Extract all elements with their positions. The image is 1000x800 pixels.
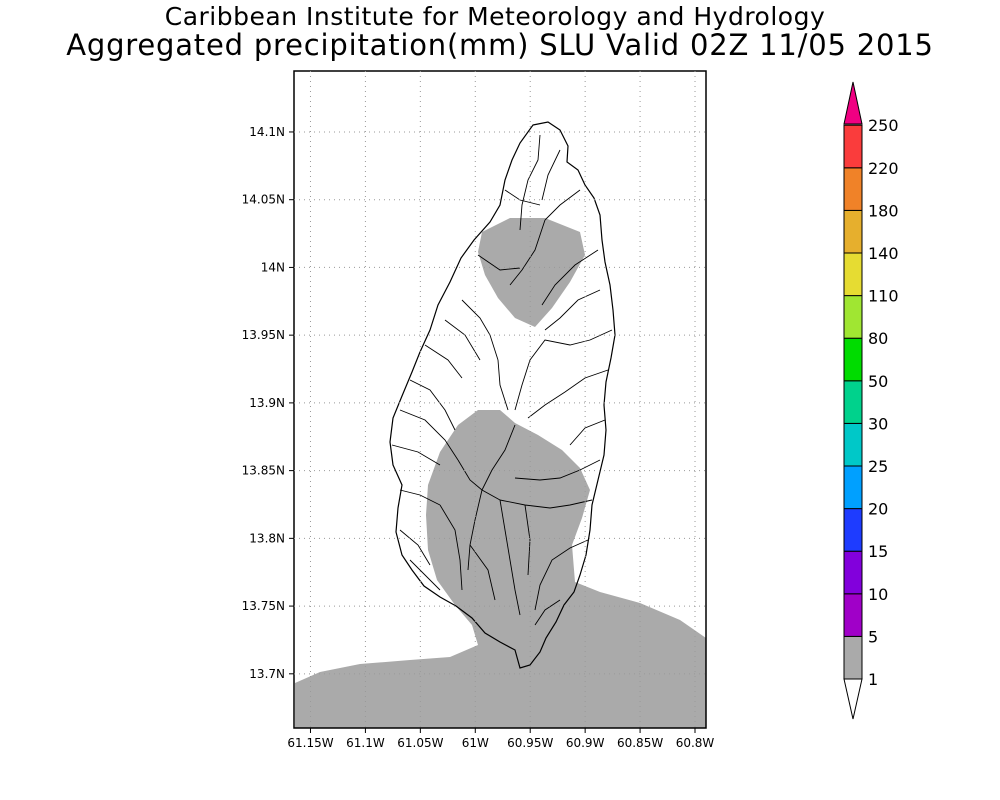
colorbar-label: 15: [868, 542, 888, 561]
axis-ticks: 61.15W 61.1W 61.05W 61W 60.95W 60.9W 60.85W 60.…: [242, 125, 715, 750]
colorbar-segment: [843, 635, 863, 680]
y-tick-label: 13.7N: [249, 667, 285, 681]
colorbar-label: 110: [868, 287, 899, 306]
colorbar-segment: [843, 209, 863, 254]
x-tick-label: 60.8W: [676, 736, 715, 750]
title-product: Aggregated precipitation(mm) SLU Valid 0…: [66, 28, 934, 62]
colorbar-segment: [843, 167, 863, 211]
island-outline: [389, 121, 616, 669]
x-tick-label: 60.9W: [566, 736, 605, 750]
precip-area-south: [295, 410, 706, 728]
y-tick-label: 14.1N: [249, 125, 285, 139]
colorbar-label: 30: [868, 414, 888, 433]
colorbar-label: 10: [868, 585, 888, 604]
x-tick-label: 61.1W: [346, 736, 385, 750]
colorbar-label: 140: [868, 244, 899, 263]
colorbar-lower-triangle: [843, 678, 863, 720]
colorbar-label: 250: [868, 116, 899, 135]
x-tick-label: 61.15W: [287, 736, 333, 750]
colorbar-segment: [843, 508, 863, 552]
colorbar-segment: [843, 380, 863, 424]
y-tick-label: 13.9N: [249, 396, 285, 410]
colorbar-segment: [843, 295, 863, 339]
colorbar-label: 180: [868, 201, 899, 220]
precipitation-shading: [295, 218, 706, 728]
colorbar-label: 5: [868, 627, 878, 646]
precip-area-north: [478, 218, 585, 327]
y-tick-label: 13.8N: [249, 531, 285, 545]
x-tick-label: 60.95W: [507, 736, 553, 750]
map-frame: [293, 70, 707, 729]
colorbar-segment: [843, 465, 863, 510]
x-tick-label: 61W: [462, 736, 489, 750]
colorbar-label: 220: [868, 159, 899, 178]
y-tick-label: 14.05N: [242, 193, 285, 207]
y-tick-label: 14N: [261, 260, 285, 274]
y-tick-label: 13.95N: [242, 328, 285, 342]
y-tick-label: 13.75N: [242, 599, 285, 613]
colorbar-upper-triangle: [843, 81, 863, 125]
x-tick-label: 60.85W: [617, 736, 663, 750]
y-tick-label: 13.85N: [242, 464, 285, 478]
colorbar-segment: [843, 337, 863, 382]
colorbar-segment: [843, 550, 863, 595]
colorbar-segment: [843, 422, 863, 467]
colorbar-label: 80: [868, 329, 888, 348]
colorbar-label: 1: [868, 670, 878, 689]
graticule: [294, 71, 706, 728]
x-tick-label: 61.05W: [397, 736, 443, 750]
colorbar-label: 25: [868, 457, 888, 476]
colorbar-label: 50: [868, 372, 888, 391]
colorbar-segment: [843, 124, 863, 169]
colorbar-label: 20: [868, 500, 888, 519]
colorbar-segment: [843, 593, 863, 637]
colorbar-segment: [843, 252, 863, 297]
title-institute: Caribbean Institute for Meteorology and …: [164, 2, 826, 31]
